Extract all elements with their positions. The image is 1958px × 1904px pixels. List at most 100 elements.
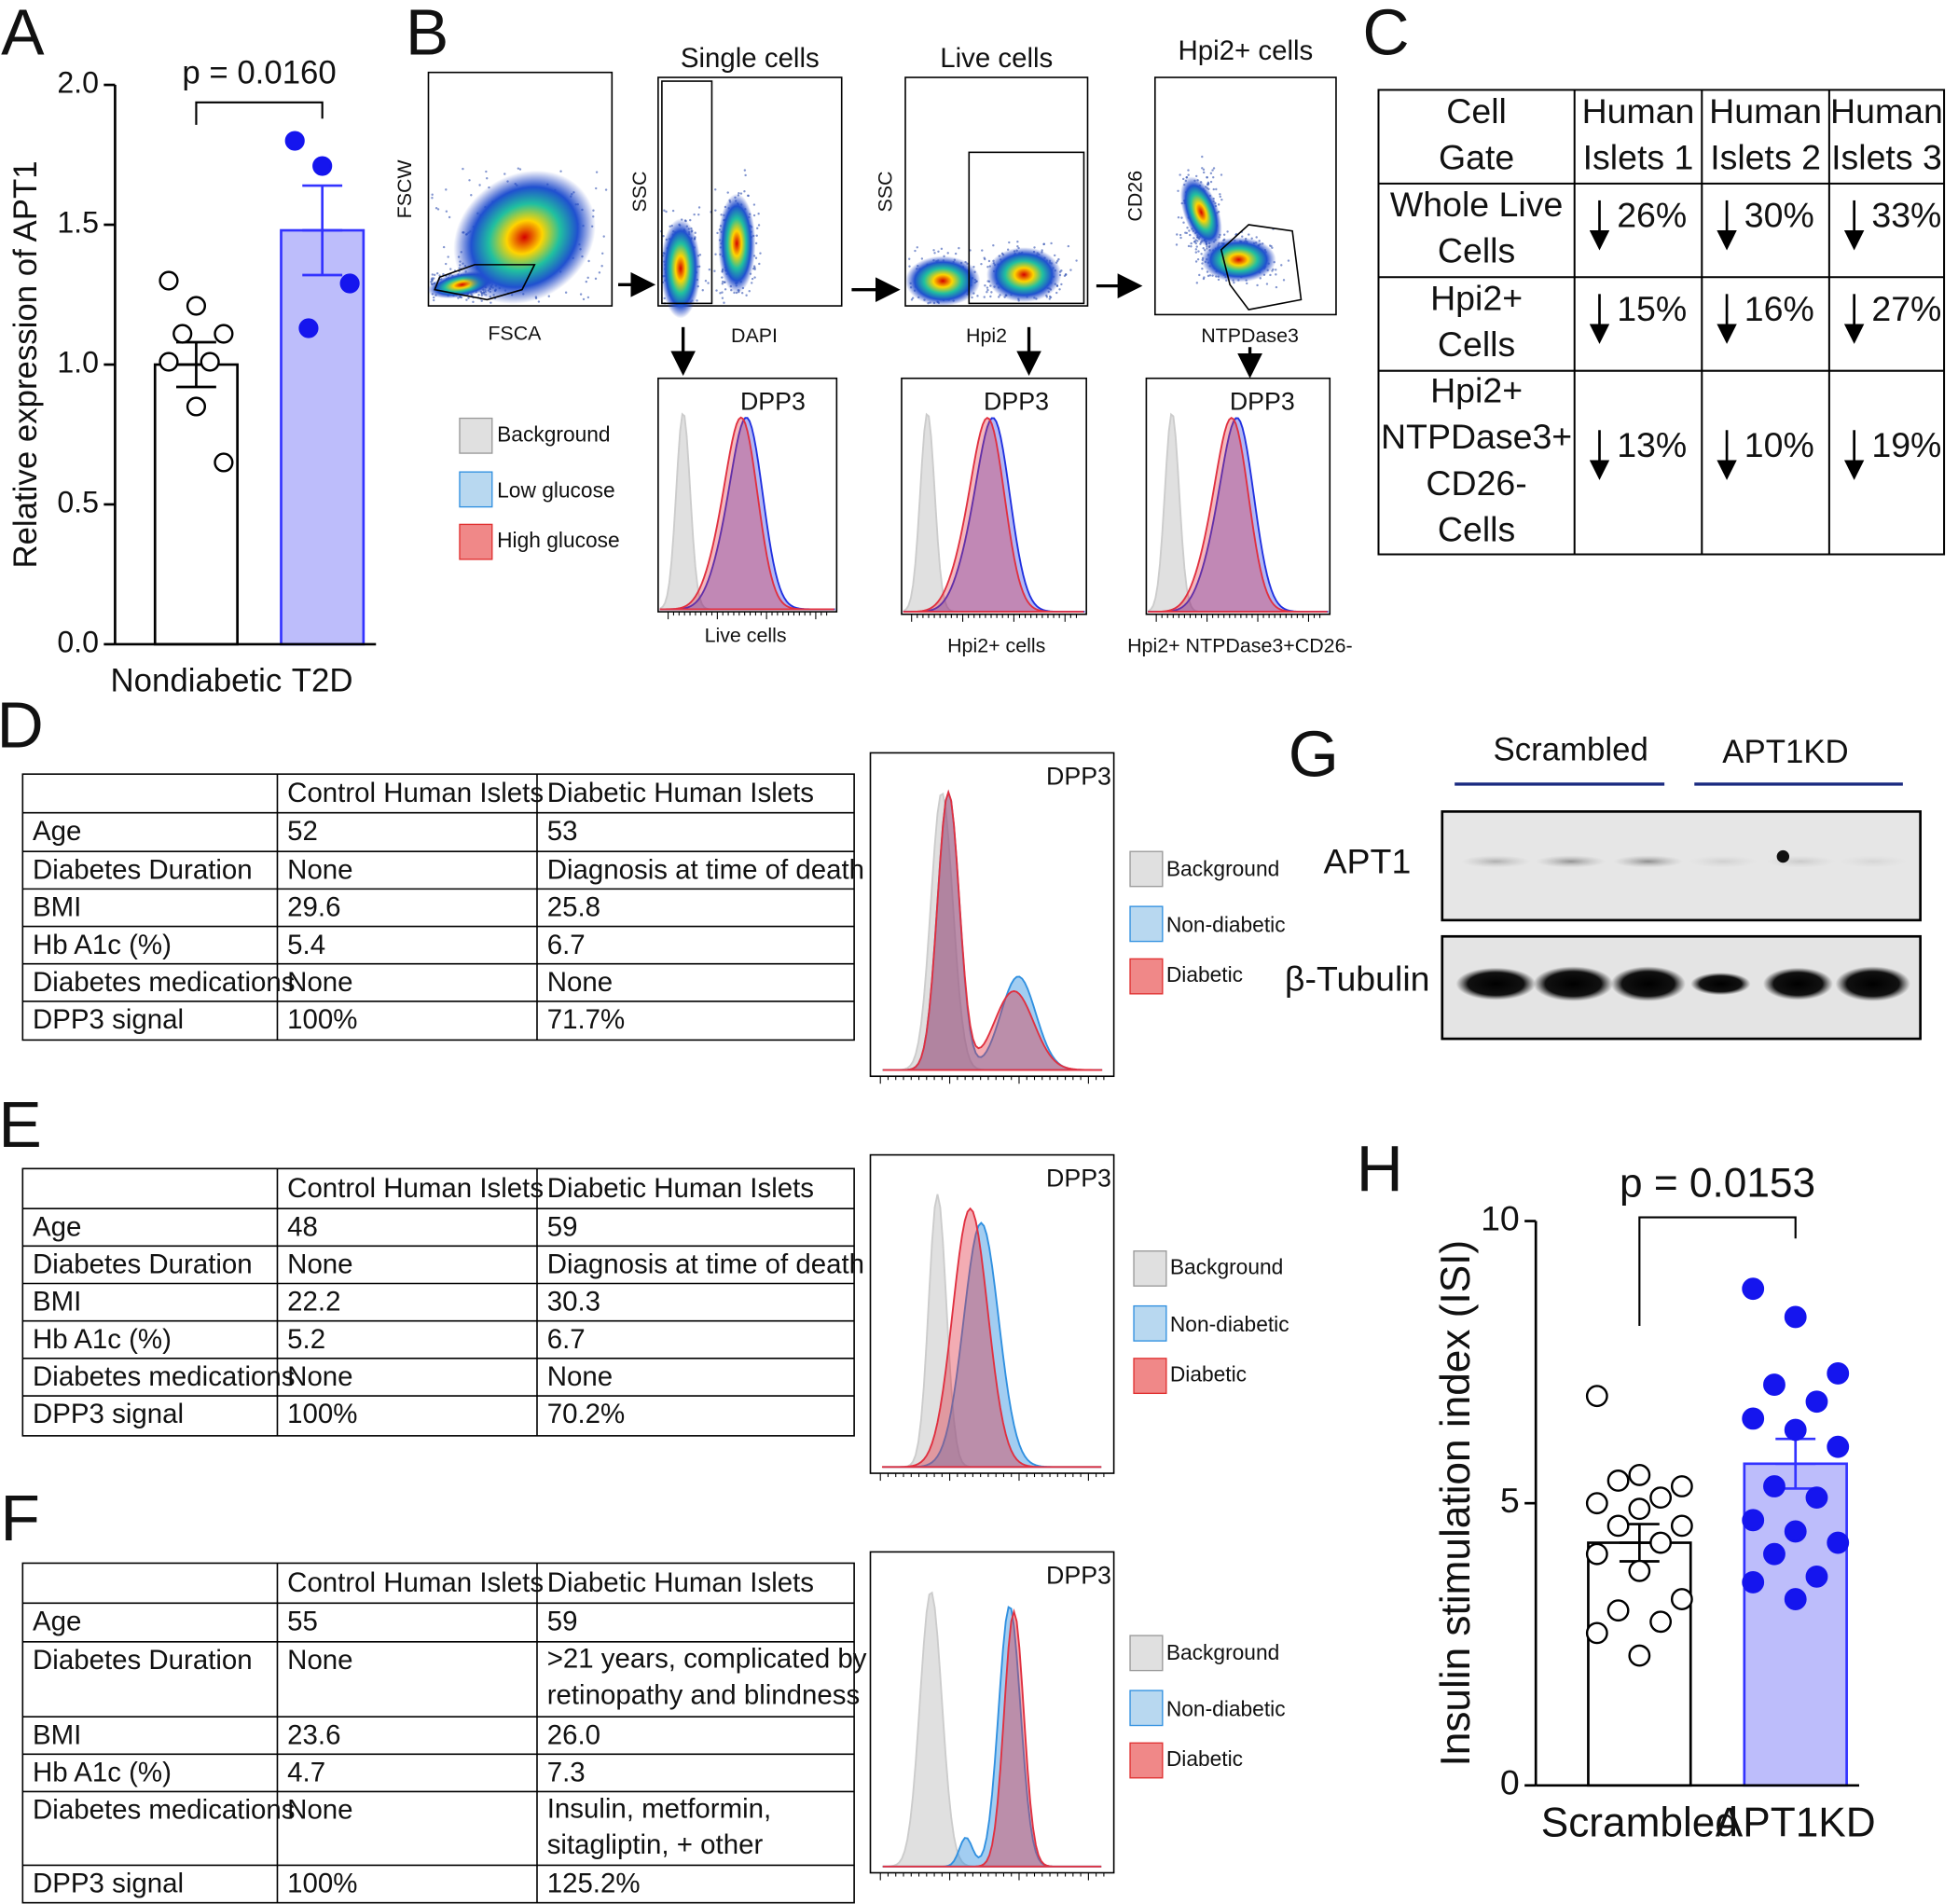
axis-label: Hpi2 [966, 324, 1007, 347]
event-dot [715, 289, 718, 292]
event-dot [1053, 254, 1056, 257]
event-dot [1193, 237, 1195, 240]
table-cell: 23.6 [287, 1719, 340, 1750]
event-dot [1282, 279, 1286, 282]
event-dot [1271, 246, 1274, 249]
legend-label: Non-diabetic [1166, 913, 1286, 937]
table-header: Control Human Islets [287, 1173, 544, 1204]
significance-bracket [1638, 1216, 1797, 1327]
event-dot [1067, 244, 1070, 248]
table-header: Control Human Islets [287, 778, 544, 808]
event-dot [1198, 273, 1201, 277]
event-dot [1194, 241, 1197, 245]
event-dot [1211, 169, 1214, 172]
event-dot [604, 188, 608, 191]
table-cell: 26.0 [547, 1719, 600, 1750]
significance-bracket [195, 101, 324, 125]
blot-band [1536, 855, 1606, 868]
event-dot [914, 249, 917, 253]
axis-label: NTPDase3 [1201, 324, 1299, 347]
data-point [1805, 1390, 1828, 1414]
blot-group: Scrambled [1494, 731, 1648, 767]
event-dot [1194, 251, 1197, 254]
table-cell: Whole Live [1390, 185, 1563, 224]
event-dot [1050, 241, 1053, 245]
table-cell: BMI [33, 1719, 81, 1750]
table-cell: 30.3 [547, 1287, 600, 1318]
event-dot [564, 291, 568, 294]
event-dot [1194, 239, 1197, 241]
data-point [1827, 1435, 1850, 1458]
data-point [284, 131, 305, 151]
table-cell: 6.7 [547, 930, 586, 960]
event-dot [1201, 167, 1204, 170]
table-cell: Cells [1438, 324, 1515, 364]
data-point [1585, 1542, 1608, 1566]
histogram-curve [882, 1608, 1102, 1868]
event-dot [753, 268, 756, 270]
legend-label: Background [1170, 1254, 1283, 1278]
legend-label: Background [1166, 856, 1279, 880]
legend-swatch [1133, 1358, 1167, 1395]
table-header: Human [1830, 91, 1943, 131]
blot-band [1533, 966, 1614, 1001]
event-dot [723, 301, 725, 304]
event-dot [751, 277, 754, 281]
event-dot [1180, 216, 1183, 219]
histogram-curve [882, 1207, 1102, 1469]
legend-swatch [1129, 905, 1164, 943]
table-cell: 48 [287, 1211, 318, 1242]
event-dot [600, 265, 603, 268]
legend-label: Diabetic [1166, 962, 1243, 986]
event-dot [752, 214, 756, 217]
table-header: Cell [1446, 91, 1507, 131]
event-dot [697, 206, 701, 209]
panel-label: F [0, 1482, 40, 1554]
event-dot [468, 179, 471, 182]
event-dot [1215, 187, 1218, 191]
table-header: Islets 2 [1710, 137, 1821, 176]
event-dot [1177, 189, 1179, 193]
event-dot [910, 298, 914, 301]
event-dot [986, 291, 988, 294]
event-dot [586, 276, 589, 280]
table-cell: 100% [287, 1004, 357, 1035]
event-dot [693, 213, 696, 216]
table-cell: 10% [1744, 425, 1814, 464]
event-dot [462, 167, 464, 171]
event-dot [714, 253, 717, 255]
event-dot [1275, 273, 1277, 276]
data-point [159, 352, 179, 372]
histogram-x-label: Hpi2+ cells [947, 634, 1045, 656]
event-dot [983, 256, 986, 259]
data-point [1628, 1463, 1651, 1486]
event-dot [1209, 180, 1213, 184]
blot-band [1613, 855, 1684, 868]
event-dot [431, 280, 434, 283]
blot-group: APT1KD [1722, 734, 1848, 770]
event-dot [1217, 278, 1220, 282]
blot-row-label: APT1 [1324, 842, 1412, 881]
event-dot [958, 246, 960, 250]
legend-swatch [1133, 1250, 1167, 1287]
event-dot [1275, 269, 1277, 271]
event-dot [1190, 241, 1193, 245]
data-point [1742, 1277, 1765, 1301]
event-dot [435, 272, 439, 275]
event-dot [1226, 230, 1229, 233]
table-cell: 59 [547, 1607, 578, 1637]
event-dot [1182, 177, 1185, 181]
event-dot [989, 295, 992, 298]
event-dot [747, 194, 750, 197]
table-cell: Insulin, metformin, [547, 1793, 772, 1824]
data-point [186, 396, 207, 417]
legend-swatch [1133, 1304, 1167, 1342]
event-dot [671, 209, 675, 213]
blot-band [1765, 855, 1836, 868]
event-dot [1042, 242, 1046, 245]
event-dot [726, 191, 729, 194]
data-point [1628, 1497, 1651, 1521]
event-dot [704, 280, 708, 283]
histogram-marker: DPP3 [1046, 1164, 1111, 1192]
